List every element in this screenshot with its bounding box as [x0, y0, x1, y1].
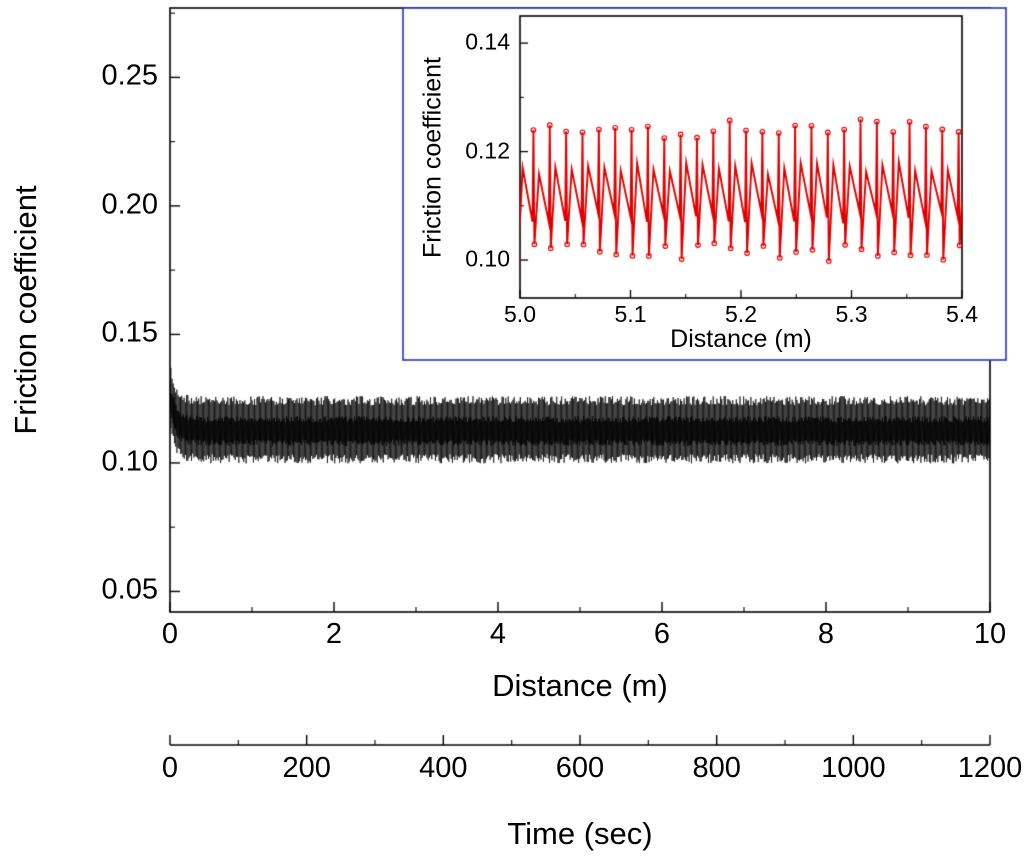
time-x-tick-label: 800: [692, 752, 741, 784]
main-x-tick-label: 8: [817, 618, 835, 650]
time-x-tick-label: 0: [161, 752, 179, 784]
main-y-tick-label: 0.15: [101, 316, 158, 349]
inset-x-tick-label: 5.1: [614, 301, 647, 327]
inset-y-tick-label: 0.10: [465, 245, 510, 272]
inset-y-tick-label: 0.14: [465, 28, 510, 55]
inset-x-tick-label: 5.4: [946, 301, 978, 327]
time-x-tick-label: 1200: [957, 752, 1023, 784]
time-x-tick-label: 400: [419, 752, 468, 784]
main-x-tick-label: 10: [973, 618, 1007, 650]
main-x-tick-label: 0: [161, 618, 179, 650]
time-x-tick-label: 600: [555, 752, 605, 784]
main-x-axis-title: Distance (m): [492, 668, 668, 703]
time-x-tick-label: 1000: [821, 752, 886, 784]
main-y-tick-label: 0.10: [101, 445, 158, 478]
inset-x-tick-label: 5.2: [725, 301, 757, 327]
main-x-tick-label: 6: [653, 618, 671, 650]
inset-x-axis-title: Distance (m): [670, 325, 812, 353]
main-x-tick-label: 4: [489, 618, 507, 650]
inset-x-tick-label: 5.0: [504, 301, 536, 327]
main-y-tick-label: 0.20: [101, 188, 158, 221]
main-y-tick-label: 0.25: [101, 59, 158, 92]
main-y-tick-label: 0.05: [101, 573, 158, 606]
inset-x-tick-label: 5.3: [835, 301, 868, 327]
inset-y-axis-title: Friction coefficient: [418, 57, 447, 259]
time-axis-title: Time (sec): [507, 816, 653, 851]
inset-y-tick-label: 0.12: [465, 137, 510, 164]
time-x-tick-label: 200: [282, 752, 331, 784]
main-x-tick-label: 2: [325, 618, 343, 650]
main-y-axis-title: Friction coefficient: [8, 185, 43, 435]
